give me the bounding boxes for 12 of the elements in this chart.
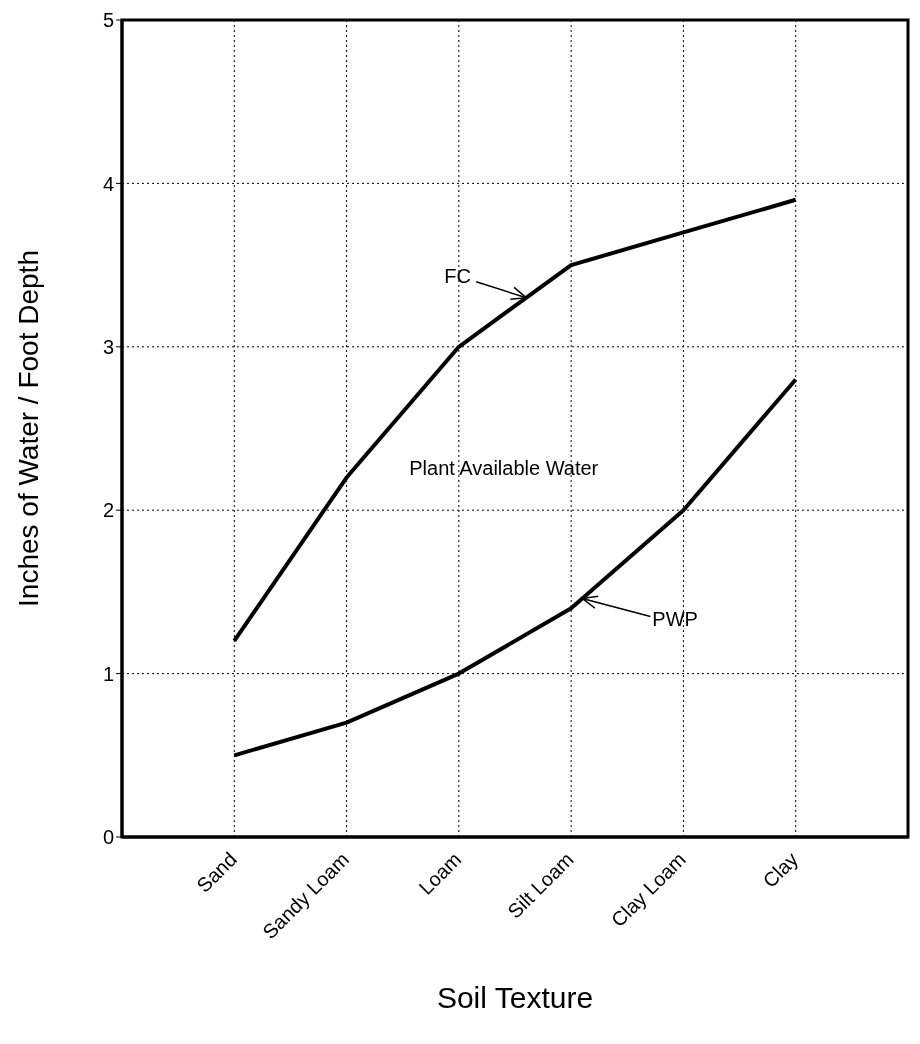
y-tick-label: 2 bbox=[102, 499, 114, 522]
y-tick-label: 1 bbox=[102, 662, 114, 685]
y-tick-label: 4 bbox=[102, 172, 114, 195]
x-axis-title: Soil Texture bbox=[436, 981, 594, 1014]
text: FC bbox=[444, 265, 471, 288]
annotation: Plant Available Water bbox=[409, 456, 599, 479]
y-tick-label: 0 bbox=[102, 826, 114, 849]
y-tick-label: 5 bbox=[102, 9, 114, 32]
legend-label: PWP bbox=[652, 607, 698, 630]
y-tick-label: 3 bbox=[102, 335, 114, 358]
x-tick-label: Clay bbox=[758, 848, 803, 892]
y-axis-title: Inches of Water / Foot Depth bbox=[12, 250, 44, 607]
